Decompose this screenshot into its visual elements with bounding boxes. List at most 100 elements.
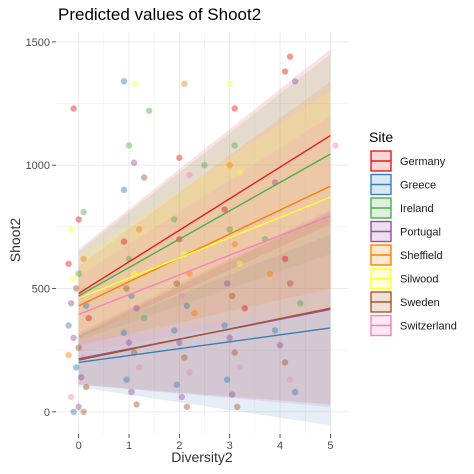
data-point — [65, 260, 72, 268]
ci-band-sweden — [78, 212, 331, 405]
ci-band-germany — [78, 49, 331, 338]
data-point — [70, 105, 77, 112]
data-point — [145, 107, 153, 115]
confidence-bands — [78, 49, 331, 426]
fit-line-sweden — [78, 307, 331, 361]
data-point — [231, 105, 238, 112]
y-tick-label: 500 — [32, 283, 50, 295]
legend-label-portugal: Portugal — [400, 227, 441, 239]
legend-label-germany: Germany — [400, 156, 446, 168]
data-point — [296, 300, 304, 307]
data-point — [178, 393, 186, 401]
x-tick-label: 2 — [176, 440, 182, 452]
data-point — [241, 305, 248, 312]
y-tick-label: 1000 — [26, 160, 50, 172]
x-tick-label: 0 — [76, 440, 82, 452]
data-point — [67, 300, 75, 307]
x-axis-title: Diversity2 — [171, 449, 233, 465]
data-point — [133, 401, 140, 408]
data-point — [123, 376, 130, 383]
data-points — [65, 53, 339, 416]
data-point — [120, 238, 128, 245]
data-point — [183, 302, 191, 309]
data-point — [226, 334, 233, 342]
data-point — [123, 285, 130, 292]
data-point — [234, 403, 241, 411]
ci-band-portugal — [78, 209, 331, 407]
ci-band-greece — [78, 234, 331, 426]
data-point — [67, 393, 75, 401]
x-tick-label: 4 — [277, 440, 283, 452]
legend-label-greece: Greece — [400, 180, 436, 192]
data-point — [183, 403, 191, 411]
data-point — [125, 339, 133, 346]
data-point — [332, 142, 339, 149]
data-point — [221, 322, 228, 329]
data-point — [140, 174, 148, 181]
data-point — [70, 275, 77, 282]
data-point — [75, 216, 82, 223]
data-point — [130, 80, 138, 87]
data-point — [70, 408, 77, 416]
data-point — [181, 354, 188, 361]
data-point — [65, 351, 72, 359]
data-point — [286, 280, 294, 287]
data-point — [181, 80, 188, 87]
data-point — [231, 349, 238, 356]
data-point — [176, 339, 183, 346]
fit-line-ireland — [78, 153, 331, 297]
data-point — [83, 302, 90, 309]
legend-label-sheffield: Sheffield — [400, 250, 443, 262]
y-tick-label: 0 — [44, 407, 50, 419]
data-point — [276, 342, 284, 349]
data-point — [75, 270, 82, 277]
fit-line-silwood — [78, 196, 331, 300]
data-point — [80, 408, 87, 416]
data-point — [236, 260, 243, 268]
data-point — [130, 159, 138, 166]
data-point — [226, 161, 233, 169]
data-point — [281, 255, 289, 263]
data-point — [236, 364, 243, 371]
legend-label-sweden: Sweden — [400, 297, 440, 309]
data-point — [173, 280, 181, 287]
data-point — [128, 388, 135, 396]
data-point — [75, 344, 82, 351]
data-point — [140, 314, 148, 322]
data-point — [80, 208, 87, 216]
data-point — [72, 285, 80, 292]
x-tick-label: 3 — [227, 440, 233, 452]
data-point — [80, 255, 87, 263]
x-tick-label: 5 — [327, 440, 333, 452]
data-point — [186, 369, 193, 376]
data-point — [125, 142, 133, 149]
data-point — [291, 78, 299, 85]
y-tick-label: 1500 — [26, 37, 50, 49]
fit-line-sheffield — [78, 185, 331, 307]
x-tick-label: 1 — [126, 440, 132, 452]
data-point — [291, 388, 299, 396]
data-point — [281, 68, 289, 75]
data-point — [271, 327, 279, 334]
data-point — [171, 216, 178, 223]
data-point — [186, 171, 193, 179]
data-point — [191, 309, 198, 317]
data-point — [286, 53, 294, 60]
data-point — [120, 78, 128, 85]
data-point — [65, 322, 72, 329]
data-point — [229, 391, 236, 398]
data-point — [236, 169, 243, 176]
legend-title: Site — [369, 129, 393, 145]
data-point — [173, 381, 181, 388]
data-point — [281, 359, 289, 366]
data-point — [83, 383, 90, 391]
data-point — [229, 292, 236, 300]
data-point — [178, 292, 186, 300]
data-point — [201, 161, 208, 169]
ci-band-silwood — [78, 91, 331, 341]
data-point — [85, 314, 92, 322]
data-point — [231, 240, 238, 248]
data-point — [70, 334, 77, 342]
axes: 0 1 2 3 4 5 0 500 1000 1500 — [26, 37, 334, 452]
